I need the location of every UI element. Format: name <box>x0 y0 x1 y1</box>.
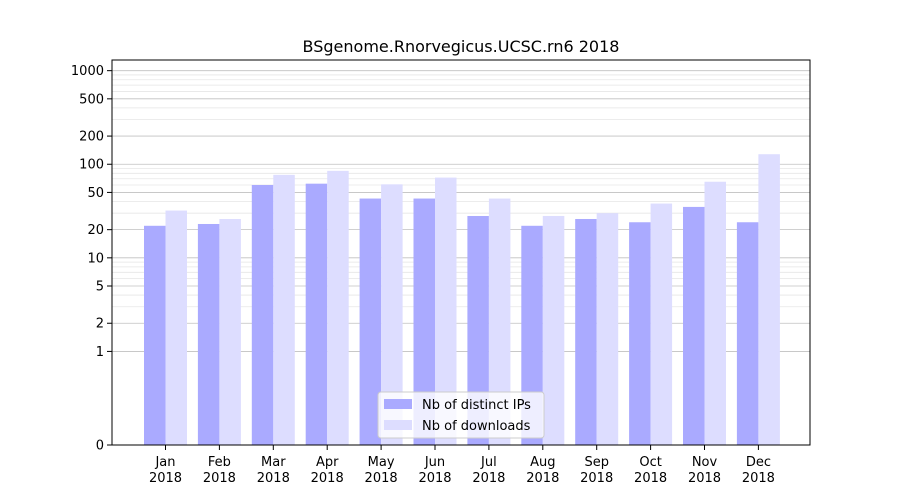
x-tick-label-year: 2018 <box>257 471 290 486</box>
bar-distinct-ips <box>197 223 220 445</box>
bar-downloads <box>273 174 295 445</box>
legend-label-downloads: Nb of downloads <box>422 419 531 434</box>
x-tick-label-year: 2018 <box>149 471 182 486</box>
bar-downloads <box>488 198 511 445</box>
x-tick-label-month: Jul <box>480 455 497 470</box>
legend: Nb of distinct IPs Nb of downloads <box>377 391 545 439</box>
bar-downloads <box>327 170 349 446</box>
bar-distinct-ips <box>251 185 274 445</box>
x-tick-label-month: Jun <box>424 455 445 470</box>
y-tick-label: 200 <box>79 130 104 145</box>
y-tick-label: 50 <box>87 186 104 201</box>
bar-downloads <box>542 215 565 445</box>
bar-distinct-ips <box>575 218 597 445</box>
bar-distinct-ips <box>629 222 651 445</box>
bar-distinct-ips <box>144 225 166 445</box>
x-tick-label-month: May <box>368 455 395 470</box>
bar-downloads <box>650 203 673 445</box>
legend-swatch-downloads <box>384 420 412 430</box>
bar-downloads <box>704 181 726 446</box>
y-axis: 0 1 2 5 10 20 50 100 200 500 1000 <box>71 64 112 454</box>
legend-box <box>377 391 545 439</box>
bars <box>144 154 780 446</box>
x-tick-label-year: 2018 <box>526 471 559 486</box>
y-tick-label: 1000 <box>71 64 104 79</box>
bar-downloads <box>219 218 241 445</box>
legend-label-distinct-ips: Nb of distinct IPs <box>422 398 531 413</box>
x-tick-label-month: Nov <box>692 455 718 470</box>
bar-downloads <box>165 210 187 445</box>
y-tick-label: 500 <box>79 92 104 107</box>
bar-distinct-ips <box>683 206 705 445</box>
x-tick-label-month: Aug <box>530 455 555 470</box>
x-tick-label-month: Dec <box>746 455 771 470</box>
x-tick-label-month: Oct <box>639 455 661 470</box>
x-tick-label-year: 2018 <box>203 471 236 486</box>
bar-downloads <box>435 177 457 446</box>
x-tick-label-month: Feb <box>208 455 231 470</box>
legend-swatch-distinct-ips <box>384 399 412 409</box>
x-tick-label-year: 2018 <box>472 471 505 486</box>
bar-downloads <box>596 213 619 445</box>
chart-title: BSgenome.Rnorvegicus.UCSC.rn6 2018 <box>303 37 620 56</box>
bar-downloads <box>381 184 403 445</box>
bar-distinct-ips <box>305 183 328 445</box>
y-tick-label: 5 <box>96 280 104 295</box>
x-tick-label-year: 2018 <box>580 471 613 486</box>
x-tick-label-year: 2018 <box>365 471 398 486</box>
bar-distinct-ips <box>359 198 382 445</box>
y-tick-label: 10 <box>87 251 104 266</box>
y-tick-label: 0 <box>96 439 104 454</box>
x-tick-label-year: 2018 <box>418 471 451 486</box>
bar-distinct-ips <box>521 225 543 445</box>
bar-downloads <box>758 154 780 446</box>
plot-area-frame <box>111 59 811 446</box>
x-tick-label-month: Sep <box>584 455 609 470</box>
x-tick-label-month: Apr <box>316 455 339 470</box>
x-axis: Jan2018Feb2018Mar2018Apr2018May2018Jun20… <box>149 445 775 486</box>
x-tick-label-year: 2018 <box>311 471 344 486</box>
x-tick-label-year: 2018 <box>688 471 721 486</box>
y-tick-label: 20 <box>87 223 104 238</box>
y-tick-label: 100 <box>79 158 104 173</box>
x-tick-label-year: 2018 <box>742 471 775 486</box>
x-tick-label-year: 2018 <box>634 471 667 486</box>
x-tick-label-month: Mar <box>261 455 286 470</box>
x-tick-label-month: Jan <box>154 455 175 470</box>
bar-distinct-ips <box>413 198 435 445</box>
y-tick-label: 1 <box>96 345 104 360</box>
bar-distinct-ips <box>736 222 759 445</box>
y-tick-label: 2 <box>96 317 104 332</box>
bar-distinct-ips <box>467 215 489 445</box>
